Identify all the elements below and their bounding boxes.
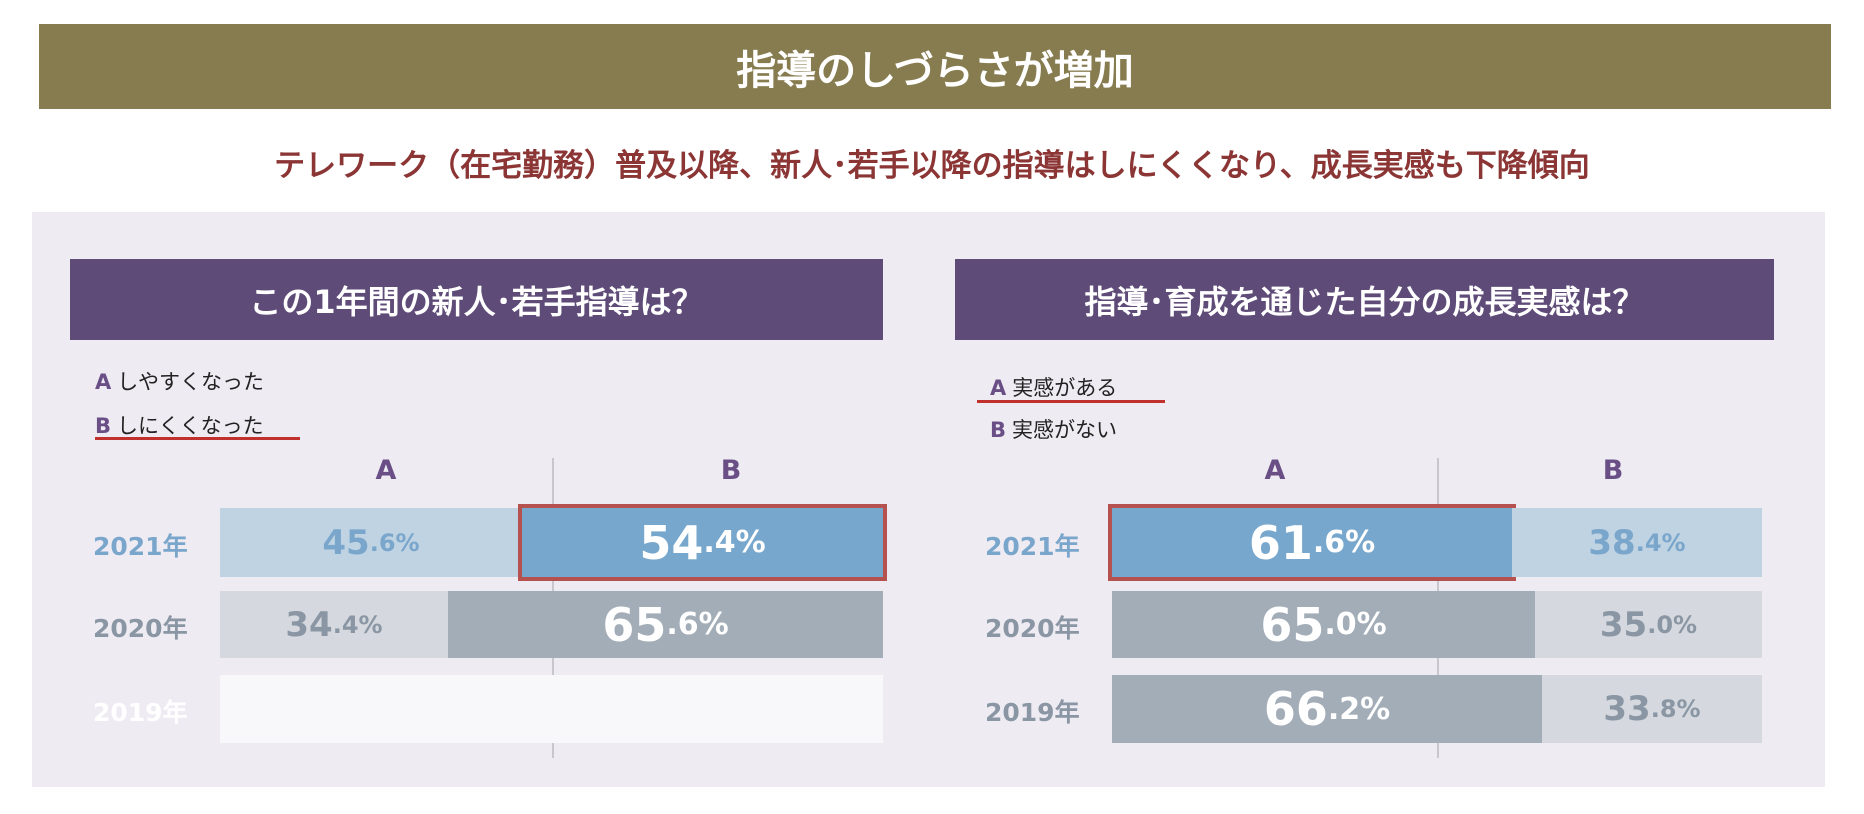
value-decimal: .0% — [1324, 607, 1387, 642]
legend-key: A — [95, 370, 112, 394]
value-integer: 45 — [322, 522, 370, 563]
legend-item: A しやすくなった — [95, 366, 264, 396]
value-decimal: .4% — [703, 525, 766, 560]
value-integer: 38 — [1588, 522, 1636, 563]
year-label: 2019年 — [985, 698, 1080, 727]
bar-b: 33.8% — [1542, 675, 1762, 743]
bar-a: 65.0% — [1112, 591, 1535, 658]
value-decimal: .0% — [1647, 610, 1698, 639]
bar-b: 65.6% — [448, 591, 883, 658]
legend-key: B — [990, 418, 1007, 442]
legend-item: A 実感がある — [990, 372, 1117, 402]
bar-a: 61.6% — [1108, 504, 1516, 581]
legend-underline — [977, 400, 1165, 403]
question-header: この1年間の新人･若手指導は？ — [70, 259, 883, 340]
value-integer: 61 — [1248, 515, 1313, 570]
subtitle: テレワーク（在宅勤務）普及以降、新人･若手以降の指導はしにくくなり、成長実感も下… — [274, 148, 1590, 184]
title-banner: 指導のしづらさが増加 — [39, 24, 1831, 109]
column-label-b: B — [720, 455, 742, 486]
value-decimal: .6% — [666, 607, 729, 642]
value-decimal: .4% — [332, 610, 383, 639]
legend-label: しにくくなった — [117, 414, 264, 438]
year-label: 2020年 — [93, 613, 188, 643]
legend-item: B しにくくなった — [95, 410, 264, 440]
legend-key: B — [95, 414, 112, 438]
value-integer: 66 — [1263, 682, 1328, 736]
year-label: 2021年 — [985, 531, 1080, 561]
value-integer: 65 — [1260, 597, 1325, 652]
value-decimal: .2% — [1327, 691, 1391, 727]
bar-b: 38.4% — [1512, 508, 1762, 577]
bar-a: 34.4% — [220, 591, 448, 658]
bar-b: 54.4% — [518, 504, 887, 581]
value-integer: 54 — [639, 515, 704, 570]
value-integer: 34 — [285, 604, 333, 645]
column-label-b: B — [1602, 455, 1624, 486]
year-label: 2021年 — [93, 531, 188, 561]
bar-b: 35.0% — [1535, 591, 1762, 658]
page-title: 指導のしづらさが増加 — [736, 47, 1134, 94]
legend-label: 実感がある — [1012, 376, 1118, 400]
bar-a: 66.2% — [1112, 675, 1542, 743]
column-label-a: A — [1264, 455, 1286, 486]
year-label: 2020年 — [985, 613, 1080, 643]
legend-label: しやすくなった — [117, 370, 265, 394]
legend-item: B 実感がない — [990, 414, 1117, 444]
column-label-a: A — [375, 455, 397, 486]
value-decimal: .6% — [1312, 525, 1376, 560]
legend-label: 実感がない — [1012, 418, 1118, 442]
value-integer: 65 — [602, 597, 667, 652]
value-decimal: .6% — [369, 528, 420, 557]
bar-a: 45.6% — [220, 508, 522, 577]
year-label: 2019年 — [93, 698, 188, 727]
value-decimal: .8% — [1650, 695, 1701, 723]
value-integer: 33 — [1603, 689, 1651, 729]
legend-underline — [95, 437, 300, 440]
legend-key: A — [990, 376, 1007, 400]
question-header: 指導･育成を通じた自分の成長実感は？ — [955, 259, 1774, 340]
value-decimal: .4% — [1635, 528, 1686, 557]
value-integer: 35 — [1599, 604, 1648, 645]
bar-empty — [220, 675, 883, 743]
